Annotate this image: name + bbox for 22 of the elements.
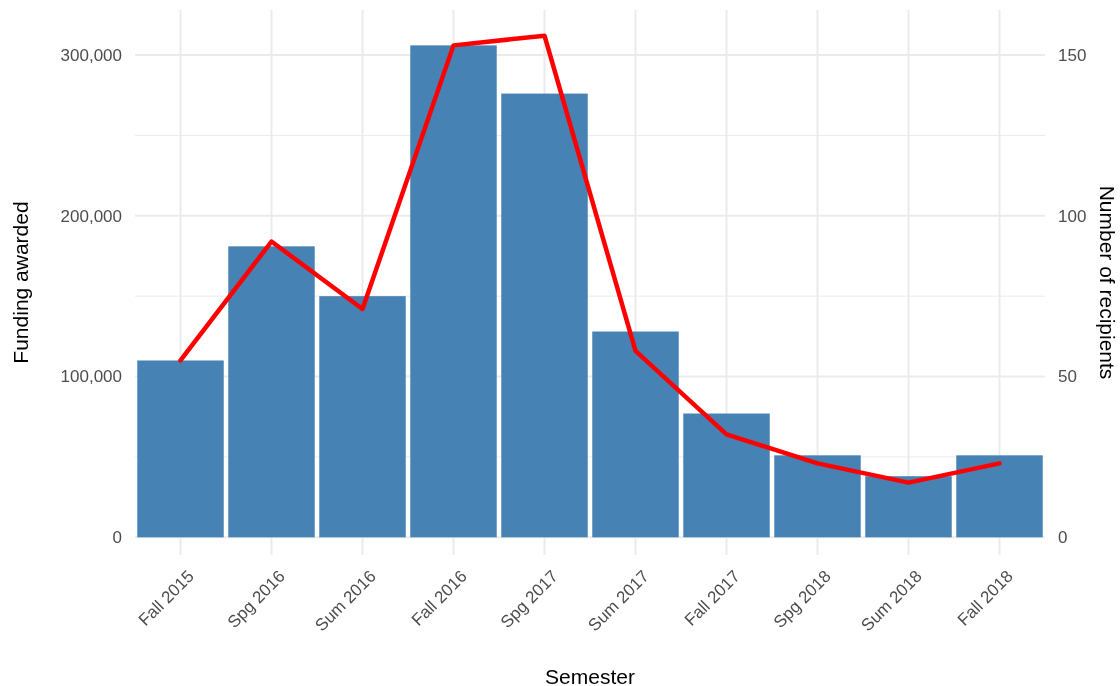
- bar: [410, 45, 497, 538]
- y2-tick-label: 150: [1058, 45, 1087, 65]
- y-tick-label: 0: [112, 528, 122, 548]
- y-tick-label: 100,000: [60, 367, 122, 387]
- bar: [683, 413, 770, 538]
- y2-tick-label: 0: [1058, 528, 1068, 548]
- y-tick-label: 200,000: [60, 206, 122, 226]
- bar: [865, 476, 952, 538]
- y-tick-label: 300,000: [60, 45, 122, 65]
- bar: [319, 296, 406, 538]
- y2-tick-label: 100: [1058, 206, 1087, 226]
- y2-tick-label: 50: [1058, 367, 1077, 387]
- bar: [501, 93, 588, 538]
- y2-axis-title: Number of recipients: [1096, 185, 1119, 380]
- line-series: [178, 33, 1002, 485]
- bar: [956, 455, 1043, 538]
- bar: [228, 246, 315, 538]
- x-axis-title: Semester: [545, 665, 635, 686]
- bar: [137, 360, 224, 538]
- bar: [774, 455, 861, 538]
- y-axis-title: Funding awarded: [9, 201, 32, 364]
- bar: [592, 331, 679, 538]
